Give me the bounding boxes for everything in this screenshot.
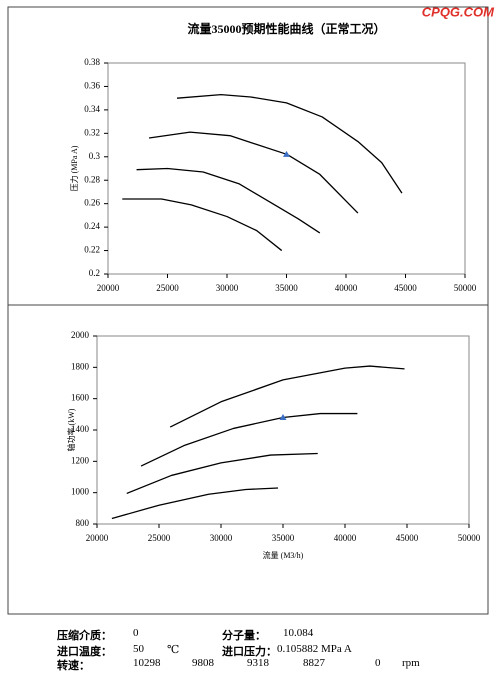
line xyxy=(122,198,283,252)
y-tick-label: 1600 xyxy=(71,393,90,403)
y-tick-label: 0.34 xyxy=(84,104,100,114)
operating-point xyxy=(279,413,287,420)
info-text: 0.105882 MPa A xyxy=(277,643,352,655)
line xyxy=(176,94,403,194)
x-tick-label: 40000 xyxy=(334,533,357,543)
line xyxy=(126,452,318,495)
chart-title: 流量35000预期性能曲线（正常工况） xyxy=(187,21,385,36)
x-tick-label: 20000 xyxy=(97,283,120,293)
info-text: 10298 xyxy=(133,657,161,669)
info-text: 10.084 xyxy=(283,627,314,639)
x-tick-label: 30000 xyxy=(216,283,239,293)
info-text: 进口温度： xyxy=(57,646,112,658)
x-tick-label: 30000 xyxy=(210,533,233,543)
x-tick-label: 45000 xyxy=(394,283,417,293)
info-text: 50 xyxy=(133,643,144,655)
y-tick-label: 0.2 xyxy=(89,268,100,278)
operating-point xyxy=(283,150,290,157)
x-tick-label: 40000 xyxy=(335,283,358,293)
y-tick-label: 0.38 xyxy=(84,57,100,67)
x-axis-label: 流量 (M3/h) xyxy=(263,550,304,560)
info-text: 8827 xyxy=(303,657,325,669)
info-text: 0 xyxy=(375,657,381,669)
y-tick-label: 0.36 xyxy=(84,81,100,91)
info-text: 9318 xyxy=(247,657,269,669)
line xyxy=(140,412,358,467)
y-axis-label: 轴功率 (kW) xyxy=(66,408,76,451)
x-tick-label: 35000 xyxy=(272,533,295,543)
chart-sheet: CPQG.COM 流量35000预期性能曲线（正常工况） 压力 (MPa A) 0.… xyxy=(7,4,495,615)
y-tick-label: 0.28 xyxy=(84,174,100,184)
y-tick-label: 0.24 xyxy=(84,221,100,231)
info-text: 压缩介质： xyxy=(57,630,112,642)
line xyxy=(169,365,405,428)
info-text: ℃ xyxy=(167,644,180,656)
x-tick-label: 25000 xyxy=(156,283,179,293)
x-tick-label: 25000 xyxy=(148,533,171,543)
plot-area xyxy=(96,335,470,525)
y-tick-label: 1200 xyxy=(71,455,90,465)
y-tick-label: 0.22 xyxy=(84,245,100,255)
watermark: CPQG.COM xyxy=(422,4,495,19)
x-tick-label: 20000 xyxy=(86,533,109,543)
y-tick-label: 0.32 xyxy=(84,127,100,137)
y-tick-label: 800 xyxy=(76,518,90,528)
y-tick-label: 2000 xyxy=(71,330,90,340)
y-tick-label: 0.3 xyxy=(89,151,101,161)
line xyxy=(111,487,279,520)
y-tick-label: 1800 xyxy=(71,361,90,371)
info-text: 0 xyxy=(133,627,139,639)
x-tick-label: 35000 xyxy=(275,283,298,293)
y-tick-label: 0.26 xyxy=(84,198,100,208)
info-text: 进口压力： xyxy=(222,646,277,658)
info-text: rpm xyxy=(402,657,420,669)
y-tick-label: 1000 xyxy=(71,487,90,497)
y-axis-label: 压力 (MPa A) xyxy=(69,145,79,191)
line xyxy=(136,167,321,234)
info-text: 9808 xyxy=(192,657,214,669)
x-tick-label: 50000 xyxy=(458,533,481,543)
x-tick-label: 50000 xyxy=(454,283,477,293)
line xyxy=(148,131,359,214)
frame xyxy=(7,6,489,615)
info-text: 转速： xyxy=(57,660,90,672)
info-text: 分子量： xyxy=(222,630,266,642)
y-tick-label: 1400 xyxy=(71,424,90,434)
x-tick-label: 45000 xyxy=(396,533,419,543)
